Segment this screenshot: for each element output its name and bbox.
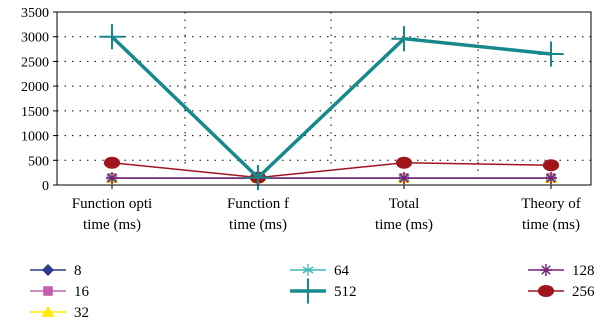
x-tick-label: time (ms) (83, 217, 141, 233)
data-point-128-arm (107, 173, 117, 183)
legend-item-32: 32 (30, 305, 89, 321)
y-axis: 0 500 1000 1500 2000 2500 3000 3500 (21, 6, 57, 194)
x-tick-label: time (ms) (229, 217, 287, 233)
x-tick-label: Function f (227, 196, 289, 212)
series-512 (99, 24, 564, 191)
legend-label-64: 64 (334, 263, 350, 279)
y-tick-label: 1000 (21, 130, 49, 145)
x-tick-label: time (ms) (375, 217, 433, 233)
legend-item-128: 128 (528, 263, 595, 279)
legend-item-512: 512 (290, 278, 357, 304)
legend-item-64: 64 (290, 263, 350, 279)
y-tick-label: 0 (42, 179, 49, 194)
data-point-128 (398, 172, 410, 185)
x-tick-label: time (ms) (522, 217, 580, 233)
x-tick-label: Function opti (72, 196, 152, 212)
y-tick-label: 3500 (21, 6, 49, 21)
data-point-512 (538, 41, 564, 67)
legend-marker-64-arm (302, 266, 314, 274)
y-tick-label: 3000 (21, 31, 49, 46)
data-point-128-arm (546, 173, 556, 183)
legend-marker-128-arm (541, 265, 551, 275)
series-group (99, 24, 564, 191)
series-line-256 (111, 162, 552, 179)
legend-item-16: 16 (30, 284, 90, 300)
legend-item-256: 256 (528, 284, 595, 300)
plot-frame (56, 11, 592, 186)
data-point-256 (542, 159, 560, 172)
x-tick-label: Total (389, 196, 420, 212)
y-tick-label: 2500 (21, 55, 49, 70)
legend-label-512: 512 (334, 284, 357, 300)
y-tick-label: 500 (28, 154, 49, 169)
x-axis: Function opti time (ms) Function f time (ms… (72, 185, 581, 233)
series-line-512 (110, 35, 552, 181)
data-point-512 (99, 24, 125, 50)
y-tick-label: 2000 (21, 80, 49, 95)
legend-label-8: 8 (74, 263, 82, 279)
legend-marker-32 (41, 306, 55, 317)
legend-label-128: 128 (572, 263, 595, 279)
x-tick-label: Theory of (521, 196, 581, 212)
legend-marker-8 (42, 264, 54, 276)
data-point-128 (545, 172, 557, 185)
legend-label-16: 16 (74, 284, 90, 300)
data-point-256 (395, 156, 413, 169)
data-point-128-arm (399, 173, 409, 183)
legend-marker-16 (43, 286, 53, 296)
legend: 8 64 128 16 512 256 32 (30, 263, 595, 321)
legend-marker-512 (295, 278, 321, 304)
data-point-512 (391, 26, 417, 52)
legend-label-32: 32 (74, 305, 89, 321)
data-point-128 (106, 172, 118, 185)
data-point-512 (245, 164, 271, 191)
legend-item-8: 8 (30, 263, 82, 279)
legend-marker-128 (540, 264, 552, 276)
data-point-256 (103, 156, 121, 169)
grid-lines (57, 12, 591, 185)
legend-marker-256 (537, 285, 555, 297)
legend-label-256: 256 (572, 284, 595, 300)
series-256 (103, 156, 560, 184)
legend-marker-64 (302, 264, 314, 276)
y-tick-label: 1500 (21, 105, 49, 120)
series-128 (106, 172, 557, 185)
